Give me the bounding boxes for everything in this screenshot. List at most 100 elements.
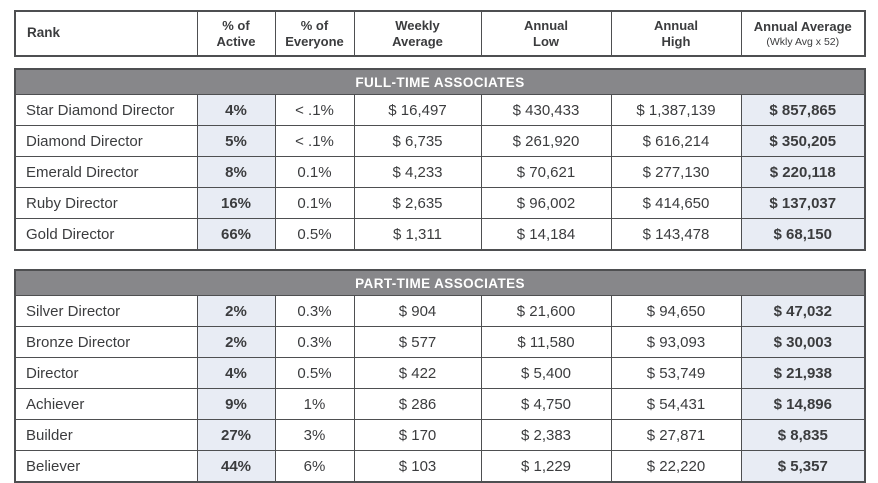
table-row: Believer 44% 6% $ 103 $ 1,229 $ 22,220 $ 5,357 [14,450,866,483]
section-title: PART-TIME ASSOCIATES [14,269,866,296]
header-line: % of [222,17,250,33]
cell-annual-average: $ 30,003 [740,326,866,358]
header-line: High [661,33,691,49]
section-band: PART-TIME ASSOCIATES [14,269,866,296]
table-row: Builder 27% 3% $ 170 $ 2,383 $ 27,871 $ 8,835 [14,419,866,451]
header-line: Everyone [285,33,344,49]
column-header-row: Rank % of Active % of Everyone Weekly Av… [14,10,866,57]
cell-pct-active: 44% [196,450,276,483]
cell-annual-average: $ 47,032 [740,295,866,327]
cell-pct-active: 9% [196,388,276,420]
header-line: Active [216,33,256,49]
cell-pct-everyone: 0.3% [274,326,355,358]
cell-pct-everyone: 0.1% [274,156,355,188]
table-row: Diamond Director 5% < .1% $ 6,735 $ 261,920 $… [14,125,866,157]
table-row: Ruby Director 16% 0.1% $ 2,635 $ 96,002 $ 414… [14,187,866,219]
cell-weekly-average: $ 422 [353,357,482,389]
table-row: Achiever 9% 1% $ 286 $ 4,750 $ 54,431 $ 14,896 [14,388,866,420]
cell-annual-high: $ 93,093 [610,326,742,358]
header-line: Weekly [395,17,440,33]
cell-pct-everyone: 1% [274,388,355,420]
compensation-disclosure-table: Rank % of Active % of Everyone Weekly Av… [14,10,867,483]
cell-weekly-average: $ 577 [353,326,482,358]
cell-weekly-average: $ 6,735 [353,125,482,157]
header-line: Annual [523,17,569,33]
cell-rank: Silver Director [14,295,198,327]
cell-rank: Emerald Director [14,156,198,188]
cell-rank: Bronze Director [14,326,198,358]
table-row: Gold Director 66% 0.5% $ 1,311 $ 14,184 $ 143… [14,218,866,251]
column-header-table: Rank % of Active % of Everyone Weekly Av… [14,10,866,57]
table-row: Star Diamond Director 4% < .1% $ 16,497 $ 43… [14,94,866,126]
cell-pct-everyone: 0.5% [274,357,355,389]
cell-annual-low: $ 430,433 [480,94,612,126]
column-header-annual-low: Annual Low [480,10,612,57]
table-row: Emerald Director 8% 0.1% $ 4,233 $ 70,621 $ 2… [14,156,866,188]
cell-pct-active: 2% [196,326,276,358]
cell-pct-active: 2% [196,295,276,327]
cell-pct-active: 5% [196,125,276,157]
header-line: % of [300,17,329,33]
cell-annual-high: $ 27,871 [610,419,742,451]
cell-annual-low: $ 21,600 [480,295,612,327]
table-row: Silver Director 2% 0.3% $ 904 $ 21,600 $ 94,6… [14,295,866,327]
column-header-annual-high: Annual High [610,10,742,57]
cell-pct-everyone: 6% [274,450,355,483]
section-tables-container: FULL-TIME ASSOCIATES Star Diamond Directo… [14,68,867,483]
header-subline: (Wkly Avg x 52) [766,35,840,48]
column-header-pct-everyone: % of Everyone [274,10,355,57]
section-table: FULL-TIME ASSOCIATES Star Diamond Directo… [14,68,866,251]
cell-weekly-average: $ 1,311 [353,218,482,251]
cell-weekly-average: $ 286 [353,388,482,420]
cell-pct-active: 27% [196,419,276,451]
column-header-annual-average: Annual Average (Wkly Avg x 52) [740,10,866,57]
section-table: PART-TIME ASSOCIATES Silver Director 2% 0.3… [14,269,867,483]
cell-annual-low: $ 4,750 [480,388,612,420]
cell-annual-low: $ 14,184 [480,218,612,251]
column-header-pct-active: % of Active [196,10,276,57]
column-header-weekly-average: Weekly Average [353,10,482,57]
cell-annual-average: $ 137,037 [740,187,866,219]
header-line: Average [392,33,443,49]
cell-pct-everyone: < .1% [274,125,355,157]
column-header-rank: Rank [14,10,198,57]
cell-annual-average: $ 220,118 [740,156,866,188]
cell-weekly-average: $ 904 [353,295,482,327]
cell-pct-active: 4% [196,94,276,126]
cell-pct-active: 8% [196,156,276,188]
cell-annual-low: $ 96,002 [480,187,612,219]
cell-pct-everyone: < .1% [274,94,355,126]
cell-pct-active: 16% [196,187,276,219]
section-band: FULL-TIME ASSOCIATES [14,68,866,95]
cell-rank: Builder [14,419,198,451]
header-line: Low [533,33,559,49]
cell-weekly-average: $ 16,497 [353,94,482,126]
cell-pct-active: 66% [196,218,276,251]
cell-weekly-average: $ 2,635 [353,187,482,219]
cell-annual-low: $ 2,383 [480,419,612,451]
cell-annual-average: $ 350,205 [740,125,866,157]
cell-annual-low: $ 70,621 [480,156,612,188]
cell-weekly-average: $ 103 [353,450,482,483]
cell-annual-high: $ 1,387,139 [610,94,742,126]
cell-annual-low: $ 5,400 [480,357,612,389]
cell-annual-high: $ 22,220 [610,450,742,483]
cell-annual-average: $ 857,865 [740,94,866,126]
section-title: FULL-TIME ASSOCIATES [14,68,866,95]
cell-annual-high: $ 94,650 [610,295,742,327]
cell-pct-everyone: 0.5% [274,218,355,251]
cell-pct-everyone: 0.1% [274,187,355,219]
cell-rank: Ruby Director [14,187,198,219]
cell-pct-everyone: 0.3% [274,295,355,327]
cell-annual-high: $ 414,650 [610,187,742,219]
cell-annual-high: $ 616,214 [610,125,742,157]
cell-rank: Director [14,357,198,389]
cell-rank: Believer [14,450,198,483]
cell-rank: Star Diamond Director [14,94,198,126]
header-line: Annual Average [753,18,852,34]
cell-annual-average: $ 8,835 [740,419,866,451]
cell-pct-active: 4% [196,357,276,389]
cell-annual-average: $ 21,938 [740,357,866,389]
cell-annual-average: $ 14,896 [740,388,866,420]
cell-annual-low: $ 11,580 [480,326,612,358]
